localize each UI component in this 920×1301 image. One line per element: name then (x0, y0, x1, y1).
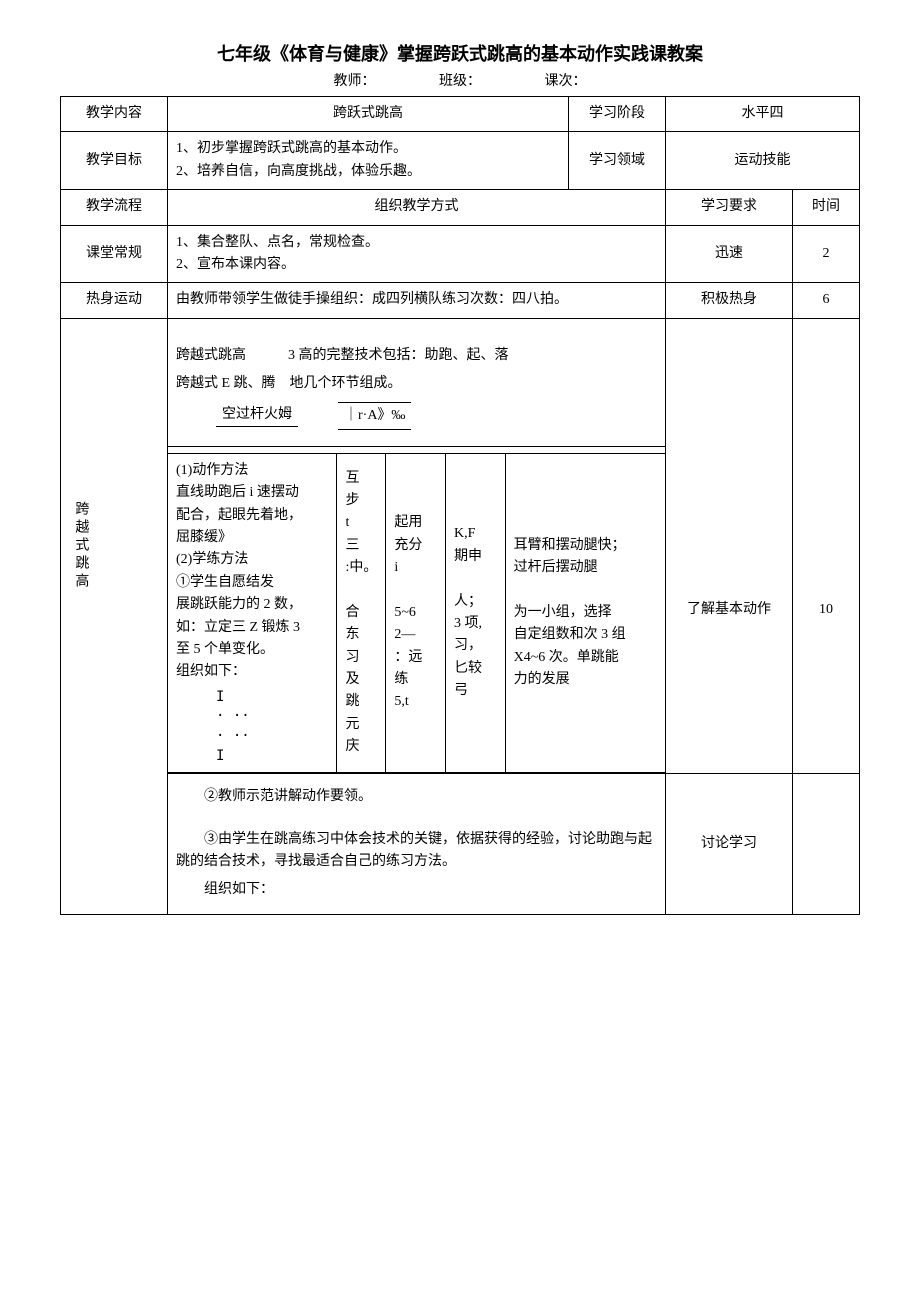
main-intro-3b: ｜r·A》‰ (338, 402, 411, 430)
routine-line-1: 1、集合整队、点名，常规检查。 (176, 232, 657, 254)
warmup-text: 由教师带领学生做徒手操组织：成四列横队练习次数：四八拍。 (168, 283, 666, 318)
goal-label: 教学目标 (61, 132, 168, 190)
routine-req: 迅速 (666, 225, 793, 283)
warmup-req: 积极热身 (666, 283, 793, 318)
main-label: 跨越式跳高 (69, 501, 91, 591)
stage-label: 学习阶段 (569, 97, 666, 132)
stage-value: 水平四 (666, 97, 860, 132)
lesson-plan-table: 教学内容 跨跃式跳高 学习阶段 水平四 教学目标 1、初步掌握跨跃式跳高的基本动… (60, 96, 860, 915)
table-row: 教学内容 跨跃式跳高 学习阶段 水平四 (61, 97, 860, 132)
main-time: 10 (793, 446, 860, 773)
main-method-cell: (1)动作方法 直线助跑后 i 速摆动 配合，起眼先着地， 屈膝缓》 (2)学练… (168, 446, 666, 773)
page-title: 七年级《体育与健康》掌握跨跃式跳高的基本动作实践课教案 (60, 40, 860, 66)
discuss-l1: ②教师示范讲解动作要领。 (176, 786, 657, 808)
class-label: 班级： (439, 70, 481, 90)
table-row: ②教师示范讲解动作要领。 ③由学生在跳高练习中体会技术的关键，依据获得的经验，讨… (61, 774, 860, 915)
domain-value: 运动技能 (666, 132, 860, 190)
goal-lines: 1、初步掌握跨跃式跳高的基本动作。 2、培养自信，向高度挑战，体验乐趣。 (168, 132, 569, 190)
table-row: 跨越式跳高 跨越式跳高 3 高的完整技术包括：助跑、起、落 跨越式 E 跳、腾 … (61, 318, 860, 446)
goal-line-1: 1、初步掌握跨跃式跳高的基本动作。 (176, 138, 560, 160)
table-row: 教学目标 1、初步掌握跨跃式跳高的基本动作。 2、培养自信，向高度挑战，体验乐趣… (61, 132, 860, 190)
content-value: 跨跃式跳高 (168, 97, 569, 132)
org-dots: I · ·· · ·· I (216, 688, 328, 766)
goal-line-2: 2、培养自信，向高度挑战，体验乐趣。 (176, 161, 560, 183)
domain-label: 学习领域 (569, 132, 666, 190)
discuss-label-cell (61, 774, 168, 915)
flow-time: 时间 (793, 190, 860, 225)
warmup-time: 6 (793, 283, 860, 318)
discuss-req: 讨论学习 (666, 774, 793, 915)
routine-label: 课堂常规 (61, 225, 168, 283)
table-row: 教学流程 组织教学方式 学习要求 时间 (61, 190, 860, 225)
table-row: 课堂常规 1、集合整队、点名，常规检查。 2、宣布本课内容。 迅速 2 (61, 225, 860, 283)
main-intro-1: 跨越式跳高 3 高的完整技术包括：助跑、起、落 (176, 345, 657, 367)
lesson-label: 课次： (545, 70, 587, 90)
main-intro: 跨越式跳高 3 高的完整技术包括：助跑、起、落 跨越式 E 跳、腾 地几个环节组… (168, 318, 666, 446)
mc4: 耳臂和摆动腿快； 过杆后摆动腿 为一小组，选择 自定组数和次 3 组 X4~6 … (505, 453, 665, 772)
discuss-cell: ②教师示范讲解动作要领。 ③由学生在跳高练习中体会技术的关键，依据获得的经验，讨… (168, 774, 666, 915)
discuss-l2: ③由学生在跳高练习中体会技术的关键，依据获得的经验，讨论助跑与起跳的结合技术，寻… (176, 829, 657, 874)
main-intro-3a: 空过杆火姆 (216, 404, 298, 427)
main-req: 了解基本动作 (666, 446, 793, 773)
flow-req: 学习要求 (666, 190, 793, 225)
main-label-cell: 跨越式跳高 (61, 318, 168, 773)
content-label: 教学内容 (61, 97, 168, 132)
mc0: (1)动作方法 直线助跑后 i 速摆动 配合，起眼先着地， 屈膝缓》 (2)学练… (168, 453, 337, 772)
empty-cell (666, 318, 793, 446)
routine-line-2: 2、宣布本课内容。 (176, 254, 657, 276)
routine-lines: 1、集合整队、点名，常规检查。 2、宣布本课内容。 (168, 225, 666, 283)
flow-method: 组织教学方式 (168, 190, 666, 225)
mc1: 互 步 t 三 :中。 合 东 习 及 跳 元 庆 (337, 453, 386, 772)
subhead: 教师： 班级： 课次： (60, 70, 860, 90)
warmup-label: 热身运动 (61, 283, 168, 318)
teacher-label: 教师： (334, 70, 376, 90)
routine-time: 2 (793, 225, 860, 283)
empty-cell (793, 318, 860, 446)
table-row: 热身运动 由教师带领学生做徒手操组织：成四列横队练习次数：四八拍。 积极热身 6 (61, 283, 860, 318)
discuss-l3: 组织如下： (176, 879, 657, 901)
method-inner-table: (1)动作方法 直线助跑后 i 速摆动 配合，起眼先着地， 屈膝缓》 (2)学练… (168, 453, 665, 773)
table-row: (1)动作方法 直线助跑后 i 速摆动 配合，起眼先着地， 屈膝缓》 (2)学练… (61, 446, 860, 773)
main-intro-2: 跨越式 E 跳、腾 地几个环节组成。 (176, 373, 657, 395)
discuss-time (793, 774, 860, 915)
mc2: 起用 充分 i 5~6 2— ：远 练 5,t (386, 453, 446, 772)
mc3: K,F 期申 人； 3 项, 习， 匕较 弓 (445, 453, 505, 772)
flow-label: 教学流程 (61, 190, 168, 225)
